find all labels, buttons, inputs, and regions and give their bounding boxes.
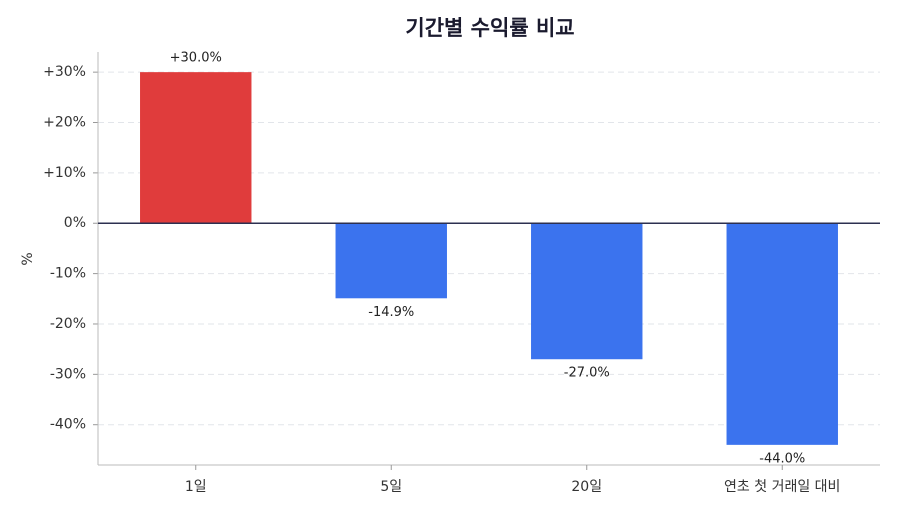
x-tick-label: 5일 xyxy=(380,479,402,495)
x-tick-label: 1일 xyxy=(185,479,207,495)
chart-title: 기간별 수익률 비교 xyxy=(405,16,574,40)
y-tick-label: -40% xyxy=(50,417,86,433)
y-tick-label: -20% xyxy=(50,316,86,332)
bar xyxy=(335,223,447,299)
y-axis-label: % xyxy=(20,252,36,265)
x-tick-label: 연초 첫 거래일 대비 xyxy=(724,479,840,495)
value-label: -14.9% xyxy=(368,305,414,320)
y-tick-label: +30% xyxy=(43,64,86,80)
y-tick-label: -10% xyxy=(50,266,86,282)
y-tick-label: +10% xyxy=(43,165,86,181)
bar xyxy=(726,223,838,445)
y-tick-label: +20% xyxy=(43,115,86,131)
value-label: -44.0% xyxy=(759,451,805,466)
value-label: -27.0% xyxy=(564,366,610,381)
value-label: +30.0% xyxy=(170,51,222,66)
bar xyxy=(140,72,252,224)
bar xyxy=(531,223,643,360)
y-tick-label: -30% xyxy=(50,366,86,382)
x-tick-label: 20일 xyxy=(571,479,602,495)
y-tick-label: 0% xyxy=(64,215,86,231)
